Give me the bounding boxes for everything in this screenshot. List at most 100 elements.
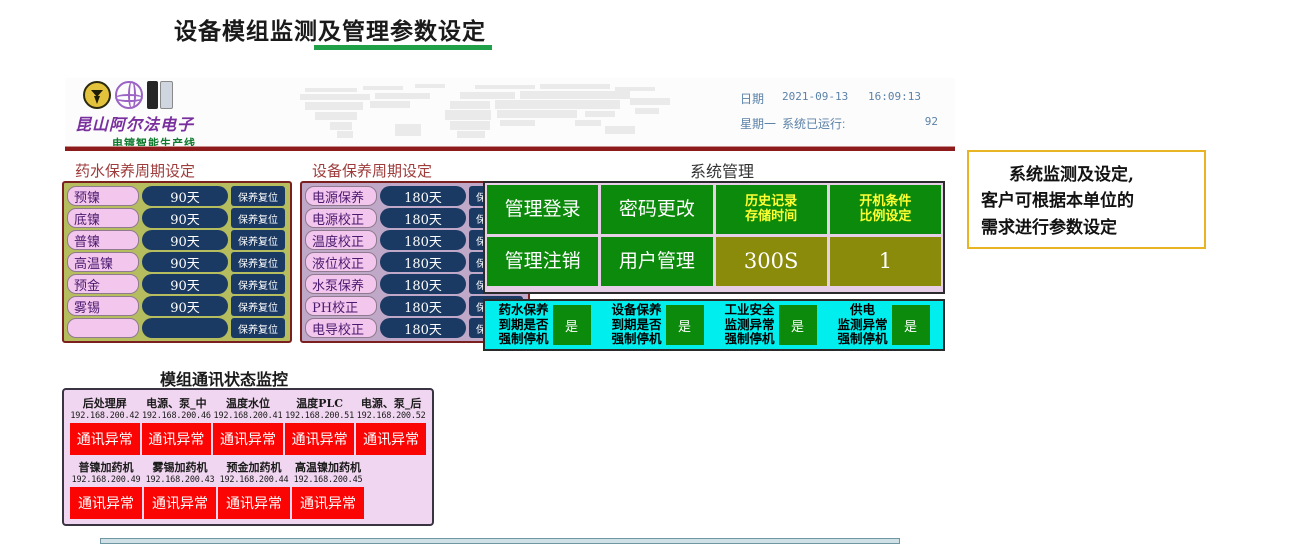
maintenance-reset-button[interactable]: 保养复位 xyxy=(231,296,285,316)
maintenance-cycle-value[interactable]: 90天 xyxy=(142,208,228,228)
maintenance-reset-button[interactable]: 保养复位 xyxy=(231,318,285,338)
comm-status-cell[interactable]: 通讯异常 xyxy=(292,487,364,519)
comm-status-cell[interactable]: 通讯异常 xyxy=(70,423,140,455)
system-value-cell[interactable]: 1 xyxy=(829,237,941,286)
comm-status-cell[interactable]: 通讯异常 xyxy=(213,423,283,455)
maintenance-item-name[interactable]: 普镍 xyxy=(67,230,139,250)
maintenance-cycle-value[interactable]: 90天 xyxy=(142,230,228,250)
system-action-button[interactable]: 历史记录 存储时间 xyxy=(715,185,827,234)
alarm-label: 供电 监测异常 强制停机 xyxy=(837,302,888,347)
system-action-button[interactable]: 用户管理 xyxy=(601,237,713,286)
maintenance-cycle-value[interactable]: 90天 xyxy=(142,186,228,206)
maintenance-reset-button[interactable]: 保养复位 xyxy=(231,208,285,228)
forced-stop-alarm-item: 工业安全 监测异常 强制停机是 xyxy=(714,303,827,347)
maintenance-item-name[interactable]: 高温镍 xyxy=(67,252,139,272)
chem-panel-heading: 药水保养周期设定 xyxy=(75,162,196,180)
maintenance-item-name[interactable]: 液位校正 xyxy=(305,252,377,272)
maintenance-row: 普镍 90天 保养复位 xyxy=(67,230,287,250)
maintenance-item-name[interactable]: 雾锡 xyxy=(67,296,139,316)
diamond-badge-icon xyxy=(83,81,111,109)
comm-status-cell[interactable]: 通讯异常 xyxy=(218,487,290,519)
maintenance-reset-button[interactable]: 保养复位 xyxy=(231,274,285,294)
maintenance-cycle-value[interactable]: 90天 xyxy=(142,274,228,294)
maintenance-item-name[interactable]: 水泵保养 xyxy=(305,274,377,294)
info-note-box: 系统监测及设定, 客户可根据本单位的 需求进行参数设定 xyxy=(967,150,1206,249)
clock-runtime-row: 星期一 系统已运行: 92 xyxy=(740,115,955,132)
smartphone-icon xyxy=(147,81,173,109)
comm-panel-heading: 模组通讯状态监控 xyxy=(160,370,289,389)
comm-module-name: 普镍加药机 xyxy=(78,461,134,474)
weekday-value: 星期一 xyxy=(740,117,777,131)
maintenance-item-name[interactable]: 预镍 xyxy=(67,186,139,206)
maintenance-item-name[interactable]: 预金 xyxy=(67,274,139,294)
logo-icon-row xyxy=(83,80,255,110)
maintenance-item-name[interactable] xyxy=(67,318,139,338)
comm-module-name: 后处理屏 xyxy=(82,397,127,410)
comm-status-row: 通讯异常 通讯异常 通讯异常 通讯异常 xyxy=(70,487,426,519)
comm-status-cell[interactable]: 通讯异常 xyxy=(144,487,216,519)
maintenance-cycle-value[interactable]: 90天 xyxy=(142,296,228,316)
globe-gear-icon xyxy=(115,81,143,109)
runtime-label: 系统已运行: xyxy=(782,117,846,131)
comm-module-label: 电源、泵_中 192.168.200.46 xyxy=(142,395,212,421)
maintenance-cycle-value[interactable]: 180天 xyxy=(380,252,466,272)
system-value-cell[interactable]: 300S xyxy=(715,237,827,286)
alarm-toggle-button[interactable]: 是 xyxy=(778,305,817,345)
maintenance-cycle-value[interactable]: 180天 xyxy=(380,186,466,206)
clock-block: 日期 2021-09-13 16:09:13 星期一 系统已运行: 92 xyxy=(740,90,955,140)
module-communication-panel: 后处理屏 192.168.200.42 电源、泵_中 192.168.200.46 温度… xyxy=(62,388,434,526)
comm-module-label: 普镍加药机 192.168.200.49 xyxy=(70,459,142,485)
alarm-toggle-button[interactable]: 是 xyxy=(665,305,704,345)
maintenance-item-name[interactable]: 温度校正 xyxy=(305,230,377,250)
system-action-button[interactable]: 管理登录 xyxy=(487,185,599,234)
banner-divider xyxy=(65,146,955,151)
comm-status-cell[interactable]: 通讯异常 xyxy=(356,423,426,455)
maintenance-item-name[interactable]: 电导校正 xyxy=(305,318,377,338)
logo-company-name: 昆山阿尔法电子 xyxy=(75,115,195,134)
maintenance-cycle-value[interactable]: 180天 xyxy=(380,208,466,228)
comm-module-name: 电源、泵_中 xyxy=(146,397,207,410)
alarm-toggle-button[interactable]: 是 xyxy=(891,305,930,345)
comm-module-name: 温度PLC xyxy=(296,397,343,410)
maintenance-cycle-value[interactable]: 90天 xyxy=(142,252,228,272)
comm-module-label: 温度PLC 192.168.200.51 xyxy=(285,395,355,421)
note-line-2: 客户可根据本单位的 xyxy=(981,191,1134,212)
page-title: 设备模组监测及管理参数设定 xyxy=(174,18,486,45)
comm-module-ip: 192.168.200.46 xyxy=(141,411,211,421)
system-action-button[interactable]: 管理注销 xyxy=(487,237,599,286)
clock-date-row: 日期 2021-09-13 16:09:13 xyxy=(740,90,955,107)
maintenance-item-name[interactable]: 电源校正 xyxy=(305,208,377,228)
note-line-3: 需求进行参数设定 xyxy=(981,217,1117,238)
forced-stop-alarm-item: 药水保养 到期是否 强制停机是 xyxy=(488,303,601,347)
system-action-button[interactable]: 密码更改 xyxy=(601,185,713,234)
world-map-graphic xyxy=(300,84,670,138)
maintenance-cycle-value[interactable]: 180天 xyxy=(380,296,466,316)
maintenance-item-name[interactable]: 电源保养 xyxy=(305,186,377,206)
phone-front-icon xyxy=(160,81,173,109)
maintenance-cycle-value[interactable] xyxy=(142,318,228,338)
maintenance-item-name[interactable]: 底镍 xyxy=(67,208,139,228)
comm-module-name: 温度水位 xyxy=(225,397,270,410)
maintenance-reset-button[interactable]: 保养复位 xyxy=(231,186,285,206)
date-value: 2021-09-13 xyxy=(782,90,849,103)
maintenance-cycle-value[interactable]: 180天 xyxy=(380,230,466,250)
comm-module-ip: 192.168.200.43 xyxy=(145,475,215,485)
alarm-label: 设备保养 到期是否 强制停机 xyxy=(611,302,662,347)
comm-status-cell[interactable]: 通讯异常 xyxy=(141,423,212,455)
header-banner: 昆山阿尔法电子 电镀智能生产线 日期 2021-09-13 16:09:13 星… xyxy=(65,78,955,146)
company-logo: 昆山阿尔法电子 电镀智能生产线 xyxy=(75,80,255,146)
maintenance-row: 保养复位 xyxy=(67,318,287,338)
maintenance-cycle-value[interactable]: 180天 xyxy=(380,274,466,294)
maintenance-reset-button[interactable]: 保养复位 xyxy=(231,252,285,272)
note-line-1: 系统监测及设定, xyxy=(1009,165,1134,185)
comm-module-label: 后处理屏 192.168.200.42 xyxy=(70,395,140,421)
comm-status-cell[interactable]: 通讯异常 xyxy=(70,487,142,519)
alarm-toggle-button[interactable]: 是 xyxy=(552,305,591,345)
system-action-button[interactable]: 开机条件 比例设定 xyxy=(829,185,941,234)
comm-module-name: 电源、泵_后 xyxy=(360,397,422,410)
comm-status-cell[interactable]: 通讯异常 xyxy=(284,423,355,455)
maintenance-reset-button[interactable]: 保养复位 xyxy=(231,230,285,250)
comm-module-ip: 192.168.200.51 xyxy=(285,411,354,421)
maintenance-item-name[interactable]: PH校正 xyxy=(305,296,377,316)
maintenance-cycle-value[interactable]: 180天 xyxy=(380,318,466,338)
